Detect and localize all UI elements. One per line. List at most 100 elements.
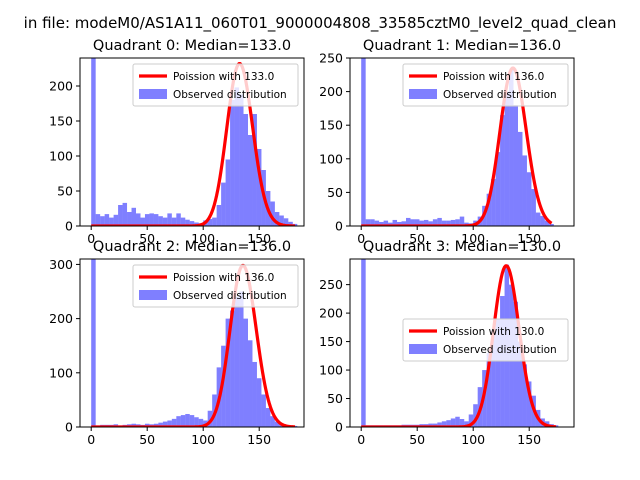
histogram-bar [379, 221, 384, 226]
histogram-bar [423, 219, 429, 226]
histogram-bar [248, 135, 253, 226]
y-tick-label: 250 [319, 277, 343, 292]
histogram-bar [144, 214, 150, 226]
histogram-bar [406, 217, 411, 226]
histogram-bar [283, 218, 289, 226]
histogram-bar [513, 301, 518, 427]
legend-observed-swatch [409, 344, 437, 354]
legend-poisson-label: Poission with 136.0 [443, 71, 544, 83]
subplot-title: Quadrant 1: Median=136.0 [363, 38, 561, 54]
subplot-title: Quadrant 2: Median=136.0 [93, 239, 291, 255]
histogram-bar [361, 58, 366, 226]
subplot-quadrant-3: Quadrant 3: Median=130.0 0 50 100 150 0 50 100 1… [319, 239, 575, 447]
histogram-bar [495, 152, 501, 226]
legend-poisson-label: Poission with 130.0 [443, 326, 544, 338]
histogram-bar [153, 214, 159, 226]
histogram-bar [153, 423, 159, 427]
histogram-bar [270, 416, 275, 427]
histogram-bar [243, 114, 248, 226]
x-tick-label: 0 [87, 432, 95, 447]
legend-observed-label: Observed distribution [443, 89, 557, 101]
y-tick-label: 150 [319, 334, 343, 349]
y-tick-label: 150 [319, 118, 343, 133]
histogram-bar [401, 221, 406, 226]
histogram-bar [437, 217, 442, 226]
histogram-bar [100, 216, 105, 226]
histogram-bar [162, 217, 168, 226]
histogram-bar [419, 220, 424, 226]
histogram-bar [446, 420, 451, 427]
y-tick-label: 150 [49, 114, 73, 129]
histogram-bar [239, 94, 244, 226]
legend-box [132, 264, 299, 308]
subplot-grid: Quadrant 0: Median=133.0 0 50 100 150 0 50 100 1… [49, 38, 575, 447]
histogram-bar [491, 330, 496, 427]
axes-frame [349, 258, 575, 428]
histogram-bar [136, 213, 141, 226]
x-tick-label: 150 [247, 231, 271, 246]
y-tick-label: 200 [319, 84, 343, 99]
histogram-bar [131, 423, 136, 427]
histogram-bar [261, 394, 266, 427]
histogram-bar [189, 221, 195, 226]
histogram-bar [171, 418, 177, 427]
axes-frame [79, 57, 305, 227]
x-tick-label: 50 [409, 432, 425, 447]
histogram-bar [225, 318, 231, 427]
histogram-bar [450, 418, 456, 427]
legend-box [402, 318, 569, 362]
histogram-bar [118, 205, 123, 226]
histogram-bar [518, 341, 523, 427]
histogram-bar [504, 91, 510, 226]
histogram-bar [441, 220, 447, 226]
histogram-bar [468, 414, 474, 427]
histogram-bar [370, 219, 375, 226]
legend-observed-swatch [139, 290, 167, 300]
histogram-bar [464, 421, 469, 427]
histogram-bar [198, 418, 204, 427]
histogram-bar [432, 219, 438, 226]
histogram-bar [140, 217, 145, 226]
histogram-bar [234, 87, 240, 226]
y-tick-label: 0 [65, 219, 73, 234]
histogram-bar [221, 182, 226, 226]
histogram-bar [549, 223, 554, 226]
histogram-bar [274, 212, 280, 226]
histogram-bar [256, 149, 262, 226]
histogram-bar [450, 219, 456, 226]
axes-frame [349, 57, 575, 227]
histogram-bar [365, 219, 371, 226]
legend-observed-label: Observed distribution [173, 89, 287, 101]
histogram-bar [383, 220, 389, 226]
histogram-bar [274, 421, 280, 427]
y-tick-label: 0 [335, 420, 343, 435]
y-tick-label: 250 [319, 51, 343, 66]
histogram-bar [131, 207, 136, 226]
y-tick-label: 100 [49, 365, 73, 380]
histogram-bar [535, 212, 541, 226]
histogram-bar [216, 205, 222, 226]
histogram-bar [230, 100, 235, 226]
histogram-bar [455, 219, 460, 226]
histogram-bar [122, 202, 128, 226]
histogram-bar [526, 381, 532, 427]
legend-observed-swatch [139, 89, 167, 99]
y-tick-label: 100 [49, 149, 73, 164]
x-tick-label: 150 [517, 432, 541, 447]
histogram-bar [149, 213, 154, 226]
histogram-bar [509, 70, 514, 226]
histogram-bar [176, 213, 181, 226]
histogram-bar [252, 361, 257, 427]
histogram-bar [225, 159, 231, 226]
x-tick-label: 100 [461, 432, 485, 447]
histogram-bar [194, 417, 199, 427]
histogram-bar [531, 189, 536, 226]
histogram-bar [513, 105, 518, 226]
histogram-bar [388, 222, 393, 226]
y-tick-label: 50 [327, 391, 343, 406]
histogram-bar [441, 421, 447, 427]
x-tick-label: 150 [517, 231, 541, 246]
x-tick-label: 100 [191, 231, 215, 246]
histogram-bar [248, 340, 253, 427]
x-tick-label: 150 [247, 432, 271, 447]
